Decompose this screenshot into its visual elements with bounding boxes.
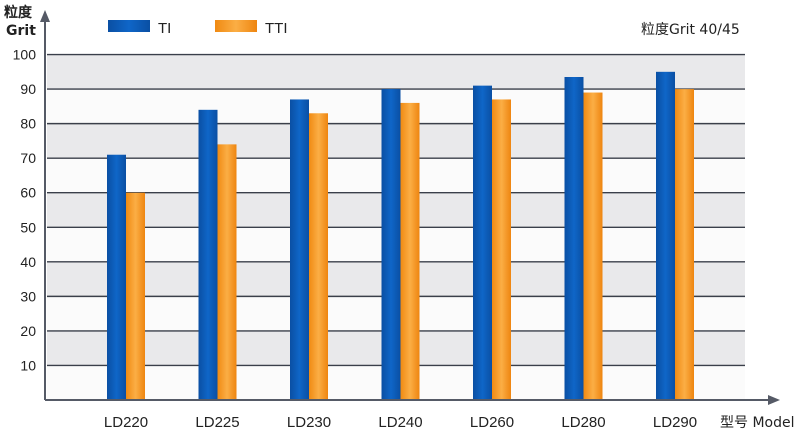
y-tick-label: 100 [13,47,37,63]
bar-tti-ld290 [675,89,694,400]
x-category-label: LD230 [287,414,331,431]
y-tick-label: 70 [20,150,36,166]
y-tick-labels: 10 20 30 40 50 60 70 80 90 100 [13,47,37,374]
y-tick-label: 60 [20,185,36,201]
y-axis-arrow-icon [40,10,50,22]
bar-tti-ld280 [583,92,603,400]
bar-tti-ld260 [492,99,511,401]
bar-ti-ld230 [290,99,309,401]
legend-label-tti: TTI [265,20,288,37]
y-tick-label: 30 [20,288,36,304]
grit-annotation: 粒度Grit 40/45 [641,22,740,38]
legend-swatch-ti [108,20,150,32]
x-category-label: LD280 [561,414,605,431]
bar-ti-ld260 [473,85,492,401]
legend: TI TTI [108,20,288,37]
x-axis-arrow-icon [768,395,780,405]
plot-band [47,54,745,90]
y-tick-label: 10 [20,357,36,373]
y-tick-label: 50 [20,219,36,235]
legend-label-ti: TI [158,20,171,37]
bar-ti-ld280 [564,77,584,400]
y-axis-title-line1: 粒度 [4,4,33,21]
y-tick-label: 80 [20,116,36,132]
bar-tti-ld220 [126,192,145,400]
bar-ti-ld290 [656,71,675,401]
y-tick-label: 90 [20,81,36,97]
x-category-label: LD220 [104,414,148,431]
bar-ti-ld225 [198,109,218,401]
x-category-label: LD225 [195,414,239,431]
x-axis-title: 型号 Model [720,415,794,431]
x-category-label: LD290 [653,414,697,431]
y-axis-title-line2: Grit [6,23,36,39]
bar-tti-ld225 [217,144,237,400]
x-category-label: LD260 [470,414,514,431]
x-category-labels: LD220 LD225 LD230 LD240 LD260 LD280 LD290 [104,414,697,431]
bar-ti-ld220 [107,154,126,400]
bars-group [107,71,694,401]
bar-ti-ld240 [381,89,401,400]
legend-swatch-tti [215,20,257,32]
y-tick-label: 40 [20,254,36,270]
bar-tti-ld230 [309,113,328,400]
y-tick-label: 20 [20,323,36,339]
x-category-label: LD240 [378,414,422,431]
bar-tti-ld240 [400,102,420,400]
